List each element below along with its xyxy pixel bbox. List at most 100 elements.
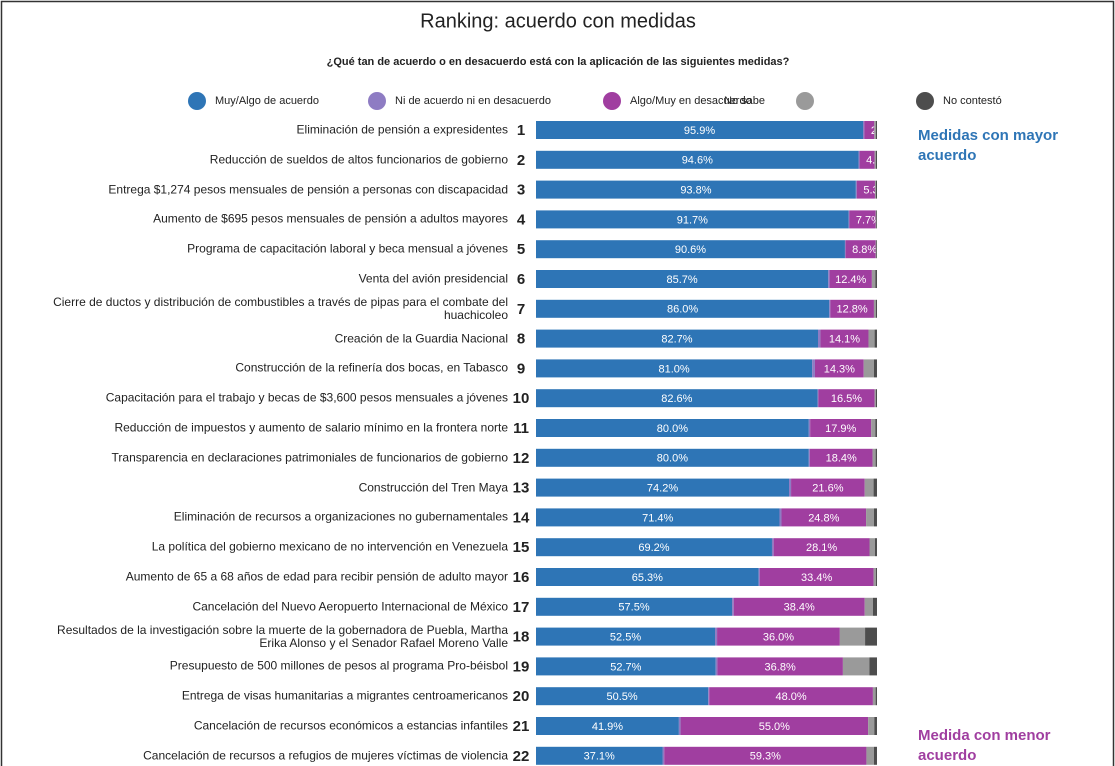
- bar-segment: [875, 150, 877, 169]
- category-label: Reducción de sueldos de altos funcionari…: [209, 152, 508, 167]
- bar-segment: [536, 657, 716, 676]
- value-label: 24.8%: [808, 512, 839, 524]
- value-label: 48.0%: [775, 691, 806, 703]
- value-label: 12.8%: [837, 304, 868, 316]
- value-label: 82.6%: [661, 393, 692, 405]
- category-label: Aumento de 65 a 68 años de edad para rec…: [125, 569, 508, 584]
- value-label: 95.9%: [684, 125, 715, 137]
- bar-segment: [818, 389, 875, 408]
- bar-segment: [715, 657, 718, 676]
- value-label: 16.5%: [831, 393, 862, 405]
- bar-segment: [875, 121, 877, 139]
- bar-segment: [732, 597, 734, 616]
- legend-label: Muy/Algo de acuerdo: [215, 95, 319, 107]
- value-label: 41.9%: [592, 721, 623, 733]
- bar-segment: [864, 478, 874, 497]
- legend-swatch: [796, 92, 814, 110]
- value-label: 90.6%: [675, 244, 706, 256]
- bar-segment: [536, 121, 864, 139]
- rank-label: 5: [517, 241, 525, 258]
- category-label: Eliminación de recursos a organizaciones…: [173, 509, 508, 524]
- bar-segment: [791, 478, 865, 497]
- bar-segment: [758, 568, 760, 586]
- bar-segment: [820, 329, 869, 348]
- bar-segment: [874, 389, 876, 408]
- legend-swatch: [603, 92, 621, 110]
- bar-segment: [875, 568, 877, 586]
- value-label: 12.4%: [835, 274, 866, 286]
- rank-label: 16: [513, 569, 530, 586]
- bar-segment: [849, 210, 876, 229]
- bar-segment: [875, 180, 877, 199]
- value-label: 8.8%: [852, 244, 877, 256]
- bar-segment: [873, 359, 877, 378]
- value-label: 91.7%: [677, 214, 708, 226]
- chart-subtitle: ¿Qué tan de acuerdo o en desacuerdo está…: [327, 56, 790, 68]
- category-label: Venta del avión presidencial: [358, 271, 508, 286]
- bar-segment: [856, 180, 875, 199]
- bar-segment: [759, 568, 874, 586]
- bar-segment: [678, 717, 681, 735]
- bar-segment: [536, 419, 809, 437]
- bar-segment: [874, 121, 876, 139]
- value-label: 14.1%: [829, 334, 860, 346]
- bar-segment: [808, 419, 811, 437]
- category-label: Entrega de visas humanitarias a migrante…: [181, 688, 508, 703]
- bar-segment: [875, 270, 877, 288]
- bar-segment: [829, 270, 872, 288]
- bar-segment: [812, 359, 815, 378]
- rank-label: 4: [517, 211, 526, 228]
- bar-segment: [873, 478, 877, 497]
- value-label: 18.4%: [826, 453, 857, 465]
- category-label: Eliminación de pensión a expresidentes: [296, 122, 508, 137]
- bar-segment: [536, 180, 856, 199]
- bar-segment: [771, 538, 774, 557]
- rank-label: 17: [513, 599, 530, 616]
- bar-segment: [789, 478, 792, 497]
- value-label: 37.1%: [584, 751, 615, 763]
- value-label: 36.0%: [763, 632, 794, 644]
- category-label: La política del gobierno mexicano de no …: [151, 539, 508, 554]
- bar-segment: [875, 687, 877, 706]
- bar-segment: [873, 299, 876, 318]
- value-label: 38.4%: [784, 602, 815, 614]
- bar-segment: [536, 359, 813, 378]
- category-label: Construcción de la refinería dos bocas, …: [235, 360, 508, 375]
- bar-segment: [875, 448, 877, 467]
- rank-label: 9: [517, 360, 525, 377]
- value-label: 7.7%: [856, 214, 881, 226]
- value-label: 28.1%: [806, 542, 837, 554]
- bar-segment: [536, 746, 663, 765]
- rank-label: 6: [517, 271, 525, 288]
- category-label: Creación de la Guardia Nacional: [334, 331, 508, 346]
- bar-segment: [868, 329, 875, 348]
- bar-segment: [855, 180, 857, 199]
- bar-segment: [844, 240, 846, 259]
- bar-segment: [828, 270, 830, 288]
- bar-segment: [863, 121, 865, 139]
- category-label: Cierre de ductos y distribución de combu…: [53, 294, 508, 322]
- value-label: 59.3%: [750, 751, 781, 763]
- bar-segment: [817, 389, 819, 408]
- legend-label: No contestó: [943, 95, 1002, 107]
- bar-segment: [536, 687, 709, 706]
- bar-segment: [814, 359, 864, 378]
- value-label: 86.0%: [667, 304, 698, 316]
- bar-segment: [536, 240, 845, 259]
- bar-segment: [859, 150, 875, 169]
- bar-segment: [779, 508, 782, 527]
- bar-segment: [872, 448, 876, 467]
- bar-segment: [873, 746, 877, 765]
- value-label: 57.5%: [618, 602, 649, 614]
- category-label: Capacitación para el trabajo y becas de …: [105, 390, 508, 405]
- bar-segment: [876, 240, 877, 259]
- bar-segment: [810, 419, 872, 437]
- category-label: Cancelación de recursos a refugios de mu…: [143, 748, 508, 763]
- bar-segment: [874, 180, 876, 199]
- bar-segment: [869, 538, 875, 557]
- bar-segment: [875, 299, 877, 318]
- bar-segment: [875, 210, 877, 229]
- bar-segment: [848, 210, 850, 229]
- value-label: 94.6%: [682, 155, 713, 167]
